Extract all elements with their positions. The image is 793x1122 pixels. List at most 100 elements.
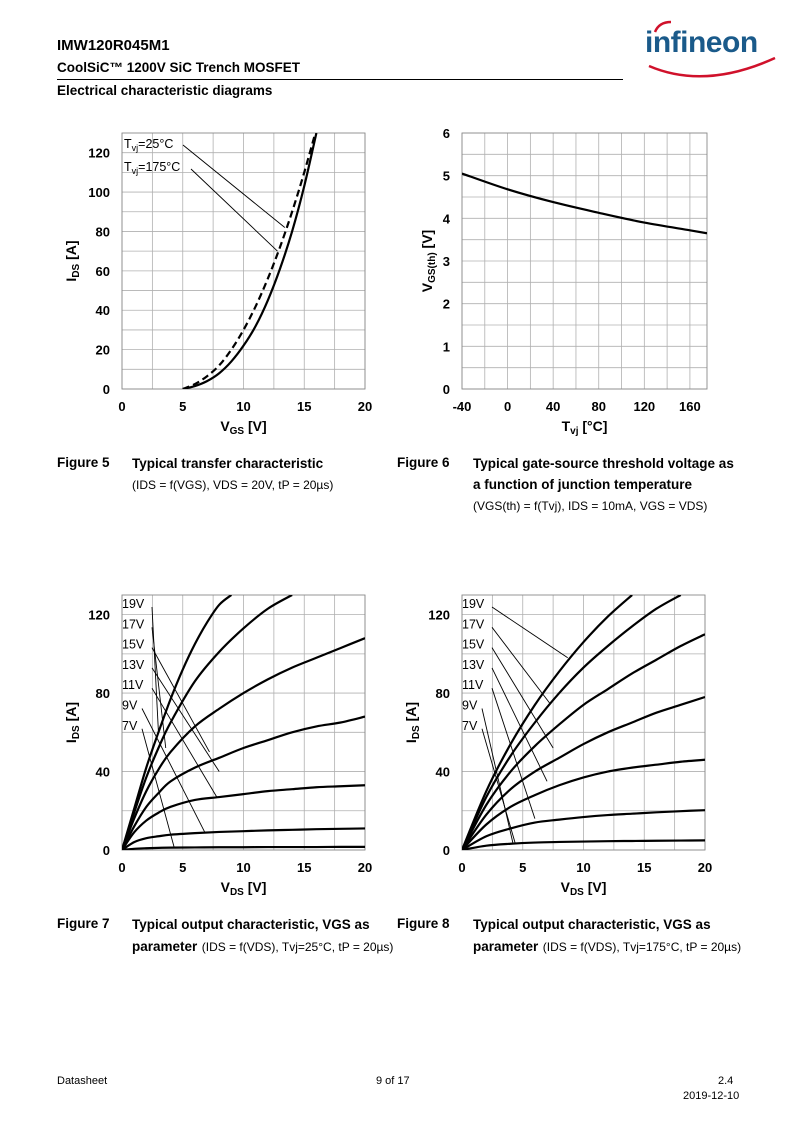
fig7-params: (IDS = f(VDS), Tvj=25°C, tP = 20µs) — [201, 940, 394, 954]
footer-page-number: 9 of 17 — [376, 1075, 410, 1087]
legend-entry: 13V — [122, 658, 220, 772]
leader-line — [151, 627, 167, 749]
legend-label: 13V — [122, 658, 145, 672]
y-tick-label: 40 — [96, 303, 110, 318]
legend-label: 19V — [462, 597, 485, 611]
y-tick-label: 60 — [96, 264, 110, 279]
x-axis-label: VDS [V] — [561, 879, 607, 898]
legend-entry: 9V — [462, 699, 514, 844]
leader-line — [481, 708, 514, 844]
y-tick-label: 3 — [443, 254, 450, 269]
fig8-title-line2-row: parameter (IDS = f(VDS), Tvj=175°C, tP =… — [473, 936, 741, 957]
leader-line — [151, 606, 159, 733]
legend-entry: 19V — [122, 597, 159, 733]
fig6-label: Figure 6 — [397, 455, 450, 470]
x-tick-label: 120 — [633, 399, 655, 414]
legend-label: 7V — [122, 719, 138, 733]
series-line-11V — [122, 784, 365, 850]
series-line-19V — [122, 595, 233, 850]
fig6-title-line2: a function of junction temperature — [473, 477, 693, 492]
x-tick-label: 15 — [297, 399, 311, 414]
header-divider — [57, 79, 623, 80]
y-tick-label: 80 — [96, 686, 110, 701]
section-title: Electrical characteristic diagrams — [57, 83, 273, 98]
y-tick-label: 0 — [103, 382, 110, 397]
x-axis-label: Tvj [°C] — [562, 418, 608, 437]
y-tick-label: 20 — [96, 343, 110, 358]
x-tick-label: 5 — [179, 860, 186, 875]
legend-entry: 11V — [122, 678, 218, 798]
fig7-title-line1: Typical output characteristic, VGS as — [132, 917, 370, 932]
fig5-label: Figure 5 — [57, 455, 110, 470]
legend-label: 13V — [462, 658, 485, 672]
y-tick-label: 40 — [96, 765, 110, 780]
series-line-15V — [462, 633, 705, 850]
part-number: IMW120R045M1 — [57, 37, 170, 54]
leader-line — [491, 688, 536, 819]
logo-wordmark: infineon — [645, 26, 758, 59]
x-tick-label: -40 — [453, 399, 472, 414]
legend-entry: Tvj=25°C — [124, 137, 286, 228]
legend-label: Tvj=25°C — [124, 137, 173, 153]
leader-line — [491, 606, 568, 659]
x-tick-label: 5 — [519, 860, 526, 875]
fig7-title-line2: parameter — [132, 939, 198, 954]
y-tick-label: 40 — [436, 765, 450, 780]
series-line-7V — [462, 839, 705, 850]
legend-label: 15V — [122, 638, 145, 652]
plot-frame — [461, 594, 706, 851]
y-tick-label: 80 — [96, 224, 110, 239]
leader-line — [151, 667, 220, 772]
series-line-9V — [462, 809, 705, 850]
plot-frame — [121, 132, 366, 390]
legend-entry: 7V — [122, 719, 175, 848]
legend-label: 9V — [122, 699, 138, 713]
fig8-title-line1: Typical output characteristic, VGS as — [473, 917, 711, 932]
y-axis-label: IDS [A] — [403, 702, 422, 743]
y-axis-label: IDS [A] — [63, 702, 82, 743]
y-tick-label: 120 — [428, 608, 450, 623]
x-tick-label: 20 — [358, 399, 372, 414]
chart-fig8: 0 5 10 15 20 0 40 80 120 VDS [V] IDS [A] 19V 17V 15V 1… — [403, 594, 712, 898]
legend-label: 17V — [122, 617, 145, 631]
y-tick-label: 120 — [88, 608, 110, 623]
leader-line — [151, 647, 210, 753]
legend-entry: 7V — [462, 719, 516, 845]
x-tick-label: 80 — [592, 399, 606, 414]
legend-label: 9V — [462, 699, 478, 713]
fig7-title-line2-row: parameter (IDS = f(VDS), Tvj=25°C, tP = … — [132, 936, 393, 957]
y-tick-label: 0 — [443, 382, 450, 397]
series-line-11V — [462, 758, 705, 850]
y-tick-label: 4 — [443, 211, 451, 226]
fig5-title: Typical transfer characteristic — [132, 456, 324, 471]
y-tick-label: 80 — [436, 686, 450, 701]
footer-doc-type: Datasheet — [57, 1075, 108, 1087]
series-line-19V — [462, 595, 633, 850]
fig8-label: Figure 8 — [397, 916, 450, 931]
leader-line — [182, 144, 286, 228]
y-axis-label: IDS [A] — [63, 240, 82, 281]
y-tick-label: 5 — [443, 169, 450, 184]
legend-entry: 17V — [122, 617, 167, 749]
logo-arc-icon — [648, 20, 776, 78]
y-tick-label: 120 — [88, 146, 110, 161]
legend-entry: 13V — [462, 658, 548, 782]
fig8-title-line2: parameter — [473, 939, 539, 954]
chart-fig5: 0 5 10 15 20 0 20 40 60 80 100 120 VGS [V] IDS [A] Tvj… — [63, 132, 372, 437]
legend-entry: 11V — [462, 678, 536, 819]
y-tick-label: 0 — [443, 843, 450, 858]
series-line-13V — [462, 695, 705, 850]
series-line-9V — [122, 827, 365, 850]
legend-label: 19V — [122, 597, 145, 611]
x-tick-label: 10 — [236, 860, 250, 875]
fig5-params: (IDS = f(VGS), VDS = 20V, tP = 20µs) — [132, 478, 334, 492]
legend-label: 11V — [122, 678, 144, 692]
x-tick-label: 0 — [118, 399, 125, 414]
series-line-13V — [122, 715, 365, 850]
legend-entry: 17V — [462, 617, 550, 704]
infineon-logo: infineon — [635, 18, 777, 80]
y-tick-label: 2 — [443, 297, 450, 312]
legend-entry: 15V — [462, 638, 554, 749]
x-tick-label: 20 — [698, 860, 712, 875]
